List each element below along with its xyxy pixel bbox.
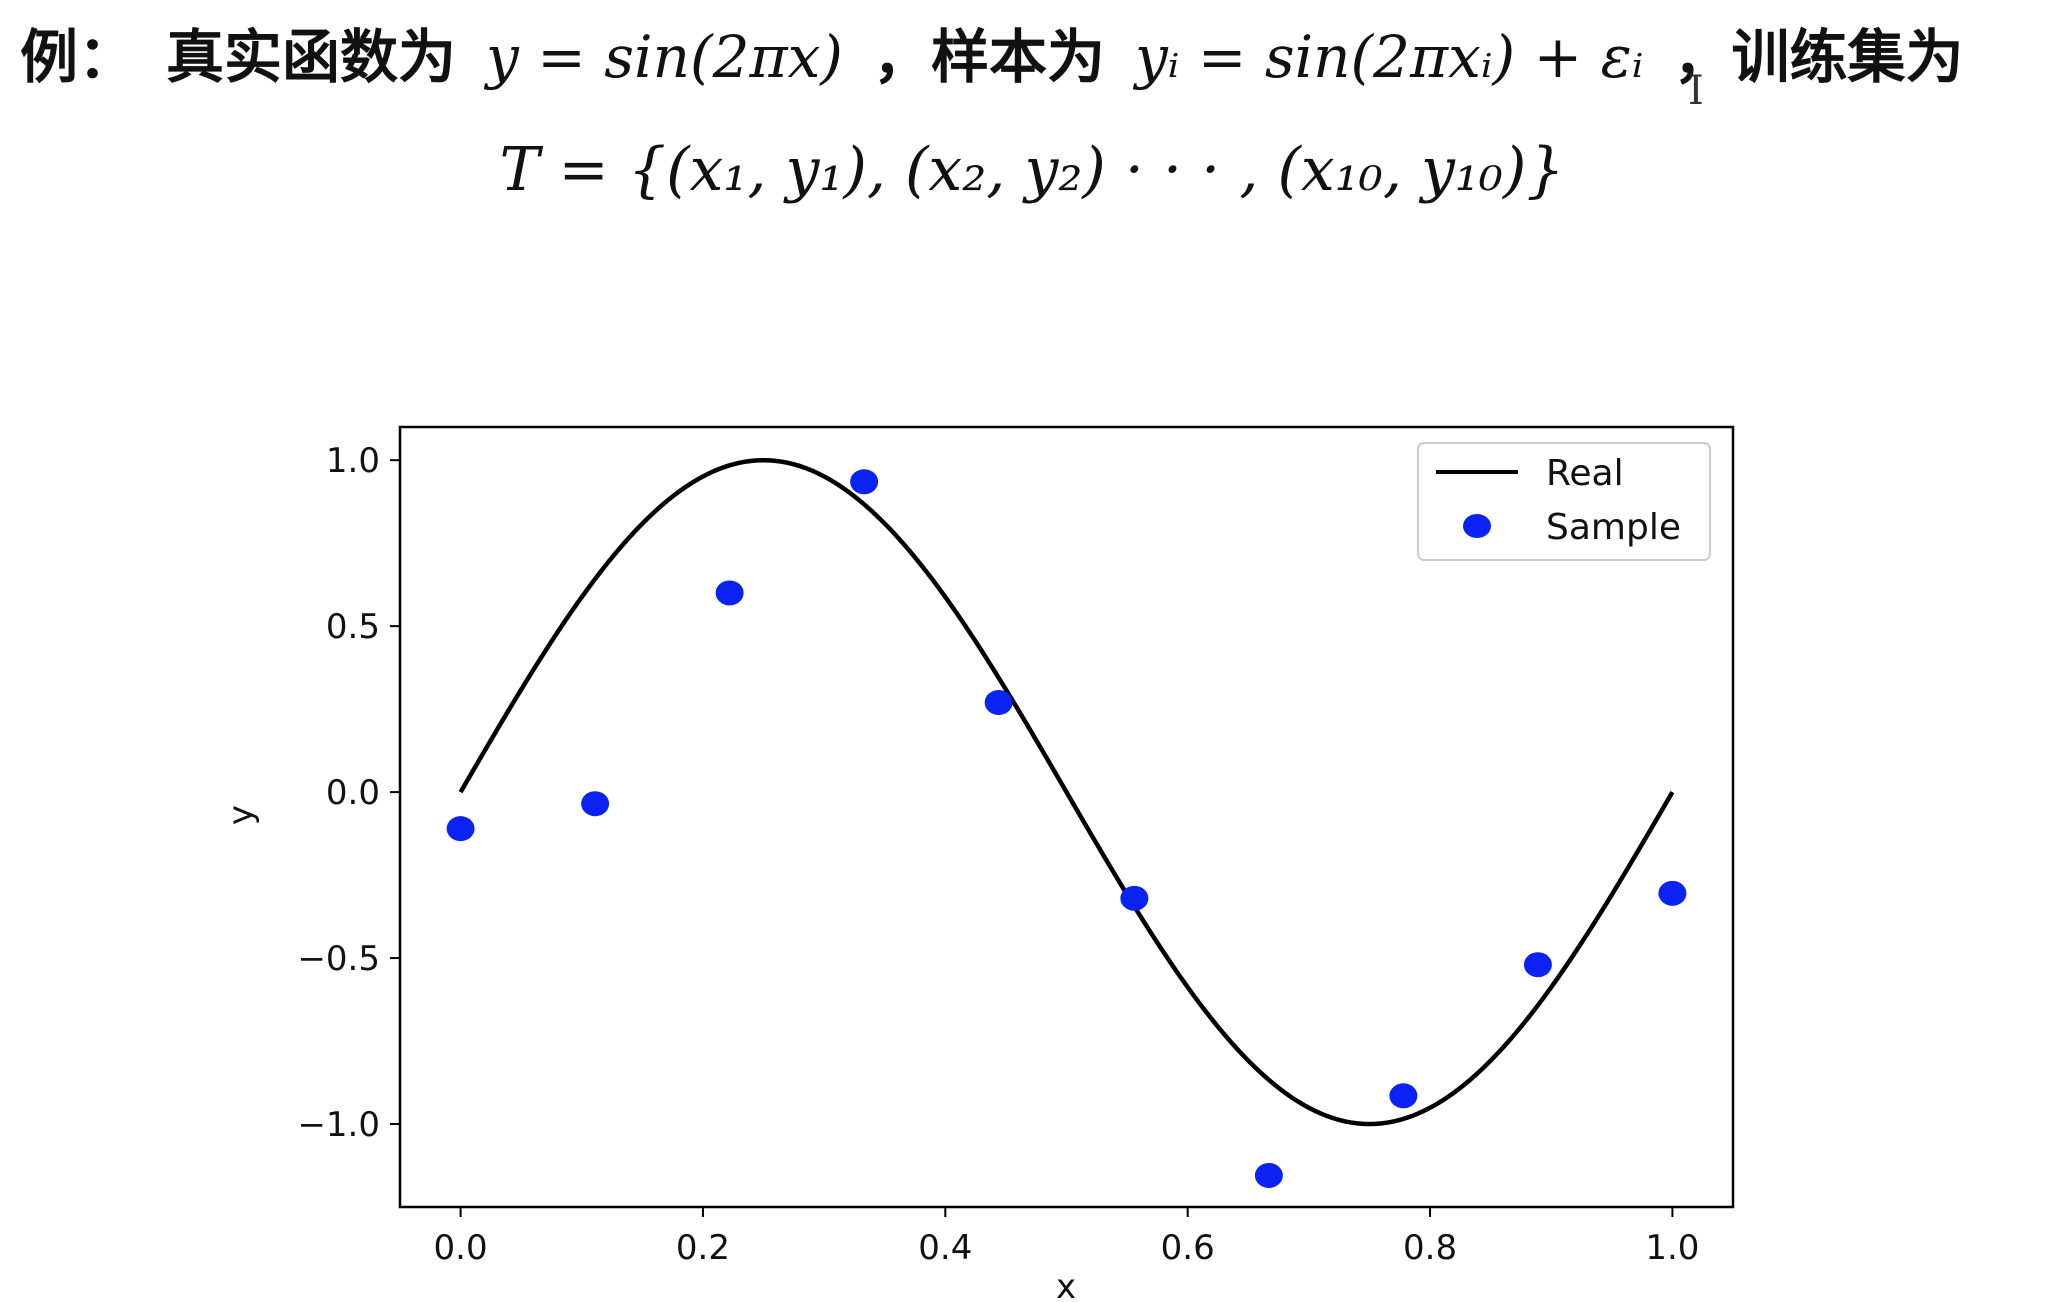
y-tick-label: 0.0 (326, 773, 380, 813)
y-tick-label: 0.5 (326, 607, 380, 647)
sample-point (1523, 952, 1552, 978)
sample-point (984, 689, 1013, 715)
sample-formula: yᵢ = sin(2πxᵢ) + εᵢ (1134, 23, 1644, 91)
sample-point (715, 580, 744, 606)
sample-label: ，样本为 (872, 23, 1105, 91)
sample-point (1389, 1083, 1418, 1109)
sample-point (581, 791, 610, 817)
sample-point (446, 816, 475, 842)
example-prefix: 例： (20, 23, 137, 91)
sample-point (1254, 1162, 1283, 1188)
x-tick-label: 0.4 (918, 1228, 972, 1268)
training-set-formula: T = {(x₁, y₁), (x₂, y₂) · · · , (x₁₀, y₁… (499, 135, 1565, 205)
real-function-label: 真实函数为 (166, 23, 457, 91)
legend-real-label: Real (1546, 453, 1624, 494)
example-statement: 例： 真实函数为 y = sin(2πx) ，样本为 yᵢ = sin(2πxᵢ) + … (20, 10, 1993, 94)
y-tick-label: 1.0 (326, 441, 380, 481)
x-tick-label: 0.8 (1403, 1228, 1457, 1268)
sample-point (850, 469, 879, 495)
y-tick-label: −1.0 (297, 1105, 380, 1145)
sample-point (1658, 880, 1687, 906)
sample-point (1120, 885, 1149, 911)
x-tick-label: 0.6 (1161, 1228, 1215, 1268)
x-tick-label: 0.2 (676, 1228, 730, 1268)
legend-sample-swatch (1463, 514, 1491, 538)
slide-header: 例： 真实函数为 y = sin(2πx) ，样本为 yᵢ = sin(2πxᵢ) + … (0, 0, 2064, 240)
real-curve-line (458, 457, 1675, 1127)
x-axis-label: x (1056, 1267, 1076, 1298)
text-cursor-icon: I (1688, 68, 1704, 114)
x-tick-label: 0.0 (434, 1228, 488, 1268)
y-axis-label: y (221, 805, 261, 825)
chart-legend: Real Sample (1417, 442, 1711, 561)
real-function-formula: y = sin(2πx) (486, 23, 843, 91)
x-tick-label: 1.0 (1645, 1228, 1699, 1268)
legend-sample-label: Sample (1546, 507, 1681, 548)
training-set-label: ，训练集为 (1673, 23, 1964, 91)
y-tick-label: −0.5 (297, 939, 380, 979)
